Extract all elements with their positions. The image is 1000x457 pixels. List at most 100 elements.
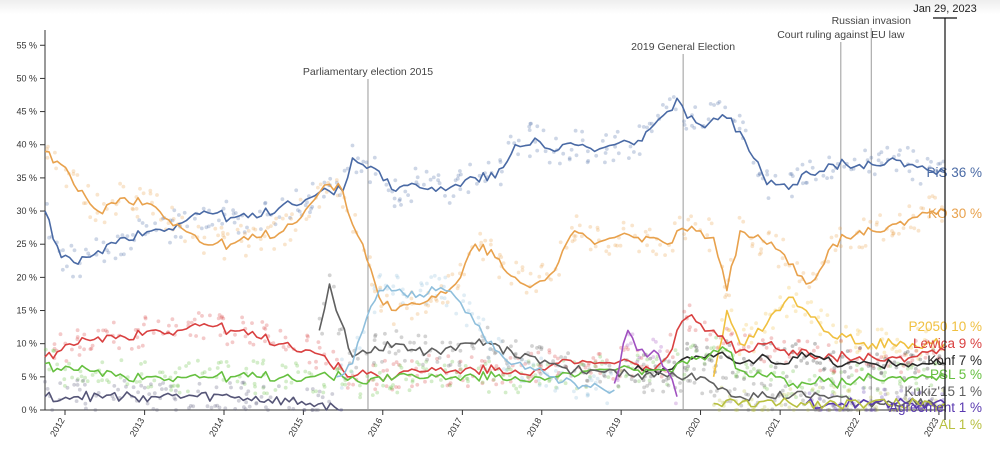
poll-dot — [345, 166, 350, 171]
poll-dot — [210, 222, 215, 227]
poll-dot — [537, 345, 542, 349]
poll-dot — [916, 228, 921, 233]
poll-dot — [345, 386, 350, 390]
poll-dot — [905, 349, 910, 354]
poll-dot — [387, 350, 392, 355]
poll-dot — [537, 381, 542, 386]
poll-dot — [563, 381, 568, 386]
poll-dot — [534, 289, 539, 294]
poll-dot — [387, 386, 392, 391]
poll-dot — [914, 348, 919, 353]
poll-dot — [423, 379, 427, 384]
poll-dot — [77, 387, 82, 392]
poll-dot — [277, 215, 282, 220]
poll-dot — [505, 367, 510, 372]
poll-dot — [700, 391, 705, 396]
poll-dot — [927, 390, 931, 395]
poll-dot — [335, 367, 339, 372]
poll-dot — [633, 233, 637, 238]
poll-dot — [595, 376, 600, 381]
poll-dot — [45, 147, 49, 152]
poll-dot — [196, 389, 201, 394]
poll-dot — [759, 250, 763, 255]
poll-dot — [861, 217, 866, 222]
poll-dot — [202, 251, 206, 256]
poll-dot — [799, 393, 803, 398]
poll-dot — [543, 149, 548, 154]
poll-dot — [673, 348, 678, 353]
poll-dot — [436, 178, 440, 183]
poll-dot — [707, 357, 712, 362]
poll-dot — [134, 206, 139, 211]
poll-dot — [787, 355, 792, 359]
poll-dot — [456, 173, 461, 178]
poll-dot — [340, 357, 344, 362]
poll-dot — [683, 236, 688, 241]
poll-dot — [793, 309, 798, 314]
poll-dot — [107, 380, 111, 385]
poll-dot — [839, 244, 843, 249]
poll-dot — [244, 253, 248, 258]
poll-dot — [391, 362, 396, 366]
poll-dot — [529, 351, 534, 356]
poll-dot — [514, 260, 519, 265]
poll-dot — [793, 342, 798, 346]
poll-dot — [466, 379, 470, 384]
poll-dot — [221, 316, 226, 321]
poll-dot — [364, 160, 369, 165]
poll-dot — [831, 390, 835, 394]
poll-dot — [741, 345, 746, 350]
poll-dot — [488, 347, 493, 351]
ko-end-label: KO 30 % — [928, 206, 982, 221]
poll-dot — [356, 156, 360, 161]
poll-dot — [897, 231, 901, 236]
poll-dot — [122, 252, 126, 257]
poll-dot — [746, 408, 751, 412]
poll-dot — [729, 257, 733, 262]
poll-dot — [314, 366, 319, 370]
poll-dot — [96, 391, 101, 395]
poll-dot — [854, 345, 858, 350]
poll-dot — [378, 273, 383, 277]
poll-dot — [882, 374, 887, 378]
poll-dot — [214, 385, 219, 390]
poll-dot — [940, 392, 944, 396]
poll-dot — [331, 349, 336, 354]
poll-dot — [302, 408, 307, 412]
poll-dot — [262, 234, 267, 239]
poll-dot — [816, 408, 821, 412]
poll-dot — [875, 327, 880, 332]
poll-dot — [863, 244, 868, 248]
poll-dot — [868, 395, 873, 400]
poll-dot — [839, 339, 843, 344]
poll-dot — [397, 362, 401, 367]
poll-dot — [466, 384, 470, 389]
poll-dot — [516, 152, 520, 157]
poll-dot — [392, 204, 397, 209]
poll-dot — [539, 356, 544, 361]
poll-dot — [140, 343, 145, 348]
x-tick-label: 2013 — [128, 416, 147, 438]
poll-dot — [383, 358, 387, 363]
poll-dot — [898, 382, 902, 386]
poll-dot — [687, 303, 692, 308]
poll-dot — [83, 382, 87, 387]
poll-dot — [335, 367, 340, 371]
poll-dot — [529, 121, 533, 126]
poll-dot — [606, 244, 611, 249]
poll-dot — [693, 328, 698, 333]
y-tick-label: 50 % — [16, 73, 37, 83]
poll-dot — [263, 339, 267, 344]
poll-dot — [819, 408, 823, 412]
poll-dot — [356, 356, 360, 361]
poll-dot — [518, 384, 523, 389]
poll-dot — [500, 380, 505, 385]
poll-dot — [556, 356, 560, 361]
poll-dot — [119, 358, 124, 363]
poll-dot — [340, 327, 344, 331]
poll-dot — [513, 351, 518, 356]
poll-dot — [674, 401, 678, 406]
poll-dot — [837, 408, 842, 412]
poll-dot — [487, 359, 491, 364]
poll-dot — [903, 351, 908, 355]
